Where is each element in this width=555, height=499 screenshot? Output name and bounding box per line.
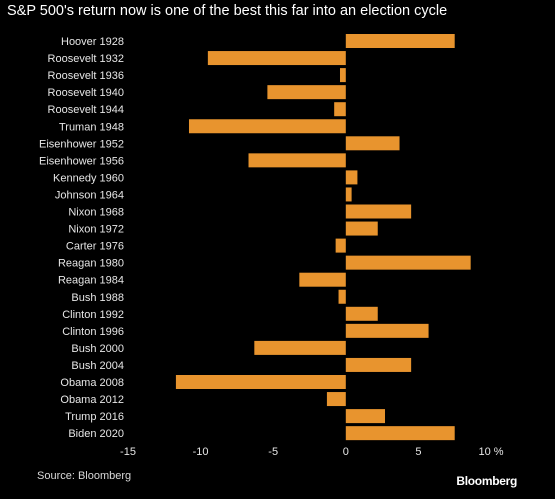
chart-title: S&P 500's return now is one of the best … — [7, 3, 448, 19]
x-tick-label: -5 — [268, 446, 278, 458]
source-note: Source: Bloomberg — [37, 470, 132, 482]
bar-bush-2000 — [254, 340, 346, 355]
category-label: Roosevelt 1944 — [48, 104, 124, 116]
category-label: Truman 1948 — [59, 121, 124, 133]
bar-trump-2016 — [345, 409, 386, 424]
bar-eisenhower-1956 — [248, 153, 346, 168]
category-label: Eisenhower 1956 — [39, 155, 124, 167]
category-label: Roosevelt 1932 — [48, 53, 124, 65]
category-label: Johnson 1964 — [55, 189, 124, 201]
bar-carter-1976 — [335, 238, 346, 253]
bar-biden-2020 — [345, 426, 455, 441]
bar-truman-1948 — [188, 119, 346, 134]
bar-nixon-1972 — [345, 221, 378, 236]
bar-eisenhower-1952 — [345, 136, 400, 151]
bar-roosevelt-1940 — [267, 85, 346, 100]
bar-clinton-1992 — [345, 306, 378, 321]
x-tick-label: 5 — [415, 446, 421, 458]
bar-clinton-1996 — [345, 323, 429, 338]
bar-nixon-1968 — [345, 204, 412, 219]
category-label: Nixon 1968 — [68, 207, 124, 219]
x-tick-label: 0 — [343, 446, 349, 458]
x-tick-label: -10 — [193, 446, 209, 458]
category-label: Nixon 1972 — [68, 224, 124, 236]
category-label: Clinton 1996 — [62, 326, 124, 338]
bar-obama-2008 — [175, 375, 346, 389]
category-label: Roosevelt 1936 — [48, 70, 124, 82]
bar-obama-2012 — [326, 392, 346, 407]
category-label: Kennedy 1960 — [53, 172, 124, 184]
category-labels: Hoover 1928 Roosevelt 1932 Roosevelt 1936 R… — [39, 36, 124, 440]
bar-roosevelt-1932 — [207, 51, 346, 66]
category-label: Biden 2020 — [68, 428, 124, 440]
bar-roosevelt-1944 — [334, 102, 346, 117]
bar-johnson-1964 — [345, 187, 352, 202]
x-tick-label: 10 % — [478, 446, 503, 458]
category-label: Eisenhower 1952 — [39, 138, 124, 150]
bar-kennedy-1960 — [345, 170, 358, 185]
bar-reagan-1984 — [299, 272, 346, 287]
category-label: Hoover 1928 — [61, 36, 124, 48]
category-label: Bush 2000 — [71, 343, 124, 355]
bar-hoover-1928 — [345, 34, 455, 48]
category-label: Reagan 1980 — [58, 258, 124, 270]
bars-layer — [175, 34, 471, 441]
category-label: Trump 2016 — [65, 411, 124, 423]
category-label: Bush 1988 — [71, 292, 124, 304]
bar-reagan-1980 — [345, 255, 471, 270]
brand-logo: Bloomberg — [456, 474, 517, 488]
category-label: Clinton 1992 — [62, 309, 124, 321]
category-label: Obama 2012 — [60, 394, 124, 406]
x-tick-label: -15 — [120, 446, 136, 458]
x-axis-ticks: -15 -10 -5 0 5 10 % — [120, 446, 504, 458]
category-label: Roosevelt 1940 — [48, 87, 124, 99]
category-label: Bush 2004 — [71, 360, 124, 372]
category-label: Reagan 1984 — [58, 275, 124, 287]
bar-bush-2004 — [345, 357, 412, 372]
bar-roosevelt-1936 — [339, 68, 346, 83]
category-label: Obama 2008 — [60, 377, 124, 389]
bar-bush-1988 — [338, 289, 346, 304]
category-label: Carter 1976 — [66, 241, 124, 253]
